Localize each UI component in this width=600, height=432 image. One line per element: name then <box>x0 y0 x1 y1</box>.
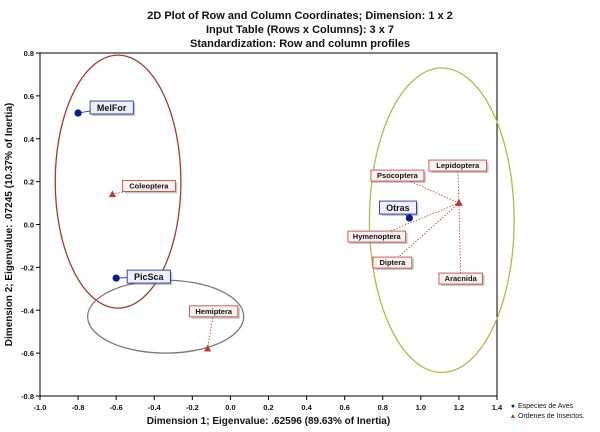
x-axis-label: Dimension 1; Eigenvalue: .62596 (89.63% … <box>147 416 390 427</box>
leader-line <box>397 175 460 204</box>
point-marker-insect <box>203 344 212 352</box>
point-label: Aracnida <box>445 274 478 283</box>
point-label: Coleoptera <box>129 181 169 190</box>
y-tick-label: 0.8 <box>24 49 34 58</box>
x-tick-label: 0.6 <box>339 403 349 412</box>
leader-line <box>207 311 215 349</box>
label-box <box>189 305 239 318</box>
label-box <box>379 200 417 215</box>
point-label: Lepidoptera <box>436 161 480 170</box>
legend-label-aves: Especies de Aves <box>518 403 574 410</box>
y-tick-label: 0.0 <box>24 221 34 230</box>
chart-title: 2D Plot of Row and Column Coordinates; D… <box>147 10 453 22</box>
cluster-ellipse <box>54 54 182 309</box>
point-marker-insect <box>108 190 116 198</box>
y-axis-label: Dimension 2; Eigenvalue: .07245 (10.37% … <box>4 103 15 346</box>
point-marker-bird <box>74 109 82 117</box>
cluster-ellipse <box>368 67 515 374</box>
point-marker-insect <box>455 199 463 206</box>
label-box <box>428 159 488 172</box>
point-label: Psocoptera <box>377 171 419 180</box>
y-tick-label: -0.2 <box>21 263 34 272</box>
point-label: MelFor <box>97 103 127 113</box>
label-box <box>121 180 176 192</box>
x-tick-label: -0.6 <box>110 403 123 412</box>
legend-circle-icon: ● <box>510 403 516 410</box>
label-box <box>438 272 483 285</box>
y-tick-label: -0.6 <box>21 349 34 358</box>
y-tick-label: 0.4 <box>24 135 35 144</box>
x-tick-label: 0.8 <box>378 403 388 412</box>
y-tick-label: -0.4 <box>21 306 35 315</box>
x-tick-label: -0.4 <box>148 403 162 412</box>
y-tick-label: -0.8 <box>21 392 34 401</box>
point-marker-bird <box>112 274 120 282</box>
y-tick-label: 0.2 <box>24 178 34 187</box>
point-marker-bird <box>405 214 414 222</box>
leader-line <box>458 203 462 279</box>
label-box <box>89 100 134 115</box>
legend-triangle-icon: ▲ <box>509 413 517 420</box>
point-label: Hemiptera <box>195 307 233 316</box>
x-tick-label: 1.4 <box>492 403 503 412</box>
point-label: Diptera <box>379 258 406 267</box>
x-tick-label: 0.2 <box>263 403 273 412</box>
x-tick-label: -0.8 <box>72 403 85 412</box>
legend-item-aves: ● Especies de Aves <box>508 402 573 411</box>
x-tick-label: -1.0 <box>34 403 47 412</box>
chart-subtitle-table: Input Table (Rows x Columns): 3 x 7 <box>205 24 395 36</box>
x-tick-label: 0.0 <box>225 403 235 412</box>
label-box <box>372 256 413 269</box>
label-box <box>347 230 407 243</box>
label-box <box>370 169 425 182</box>
label-box <box>126 269 171 284</box>
legend-label-insectos: Ordenes de Insectos. <box>518 413 585 420</box>
chart-subtitle-standardization: Standardization: Row and column profiles <box>189 38 410 50</box>
point-label: Hymenoptera <box>353 232 402 241</box>
y-tick-label: 0.6 <box>24 92 34 101</box>
legend-item-insectos: ▲ Ordenes de Insectos. <box>508 412 585 421</box>
point-label: PicSca <box>134 272 165 282</box>
x-tick-label: -0.2 <box>186 403 199 412</box>
x-tick-label: 1.2 <box>454 403 464 412</box>
point-label: Otras <box>386 203 410 213</box>
x-tick-label: 1.0 <box>416 403 426 412</box>
leader-line <box>457 165 460 204</box>
x-tick-label: 0.4 <box>301 403 312 412</box>
